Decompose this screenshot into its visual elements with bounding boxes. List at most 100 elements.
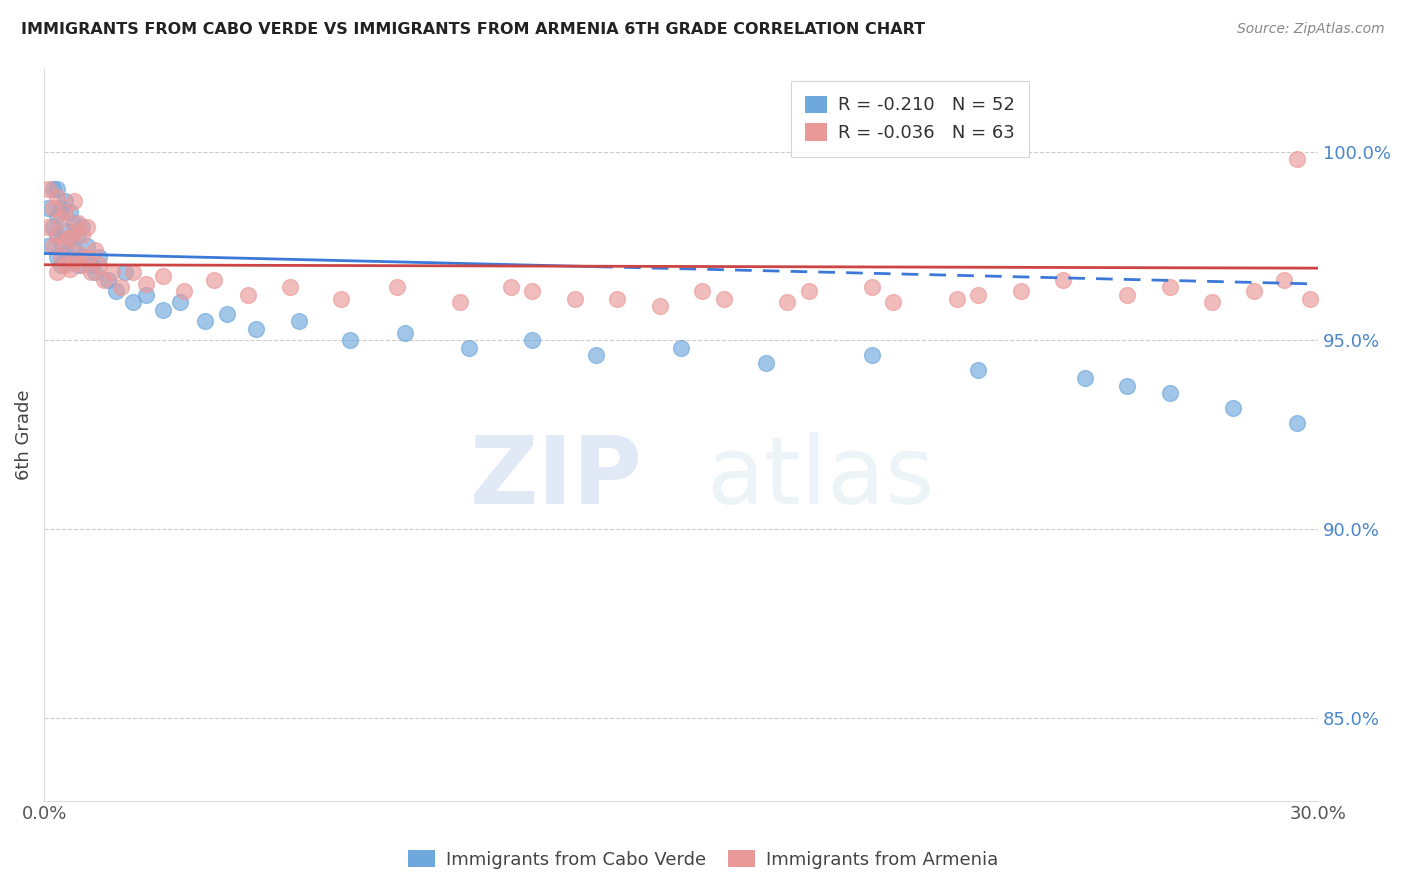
Point bbox=[339, 333, 361, 347]
Point bbox=[152, 303, 174, 318]
Point bbox=[1116, 288, 1139, 302]
Point bbox=[58, 231, 80, 245]
Point bbox=[648, 299, 671, 313]
Point bbox=[63, 254, 86, 268]
Point bbox=[41, 239, 63, 253]
Point bbox=[53, 205, 76, 219]
Point bbox=[135, 277, 157, 291]
Point bbox=[45, 209, 67, 223]
Point bbox=[37, 201, 59, 215]
Point bbox=[63, 194, 86, 208]
Point bbox=[76, 239, 98, 253]
Point bbox=[797, 284, 820, 298]
Point bbox=[67, 216, 90, 230]
Legend: R = -0.210   N = 52, R = -0.036   N = 63: R = -0.210 N = 52, R = -0.036 N = 63 bbox=[790, 81, 1029, 157]
Point bbox=[53, 235, 76, 249]
Text: ZIP: ZIP bbox=[470, 433, 643, 524]
Point bbox=[1073, 371, 1095, 385]
Point bbox=[946, 292, 969, 306]
Point bbox=[84, 243, 107, 257]
Point bbox=[713, 292, 735, 306]
Point bbox=[63, 243, 86, 257]
Point bbox=[49, 250, 72, 264]
Point bbox=[45, 227, 67, 242]
Point bbox=[49, 201, 72, 215]
Text: atlas: atlas bbox=[707, 433, 935, 524]
Point bbox=[1272, 273, 1295, 287]
Point bbox=[564, 292, 586, 306]
Point bbox=[1341, 616, 1364, 631]
Point bbox=[457, 341, 479, 355]
Point bbox=[449, 295, 471, 310]
Point bbox=[76, 220, 98, 235]
Point bbox=[1159, 280, 1181, 294]
Point bbox=[67, 246, 90, 260]
Point bbox=[72, 220, 94, 235]
Point bbox=[522, 333, 544, 347]
Point bbox=[72, 258, 94, 272]
Point bbox=[755, 356, 778, 370]
Point bbox=[58, 231, 80, 245]
Point bbox=[860, 348, 883, 362]
Point bbox=[41, 201, 63, 215]
Point bbox=[522, 284, 544, 298]
Point bbox=[49, 212, 72, 227]
Point bbox=[63, 216, 86, 230]
Point bbox=[967, 288, 990, 302]
Point bbox=[89, 258, 111, 272]
Point bbox=[37, 182, 59, 196]
Point bbox=[63, 224, 86, 238]
Point bbox=[45, 182, 67, 196]
Point bbox=[53, 194, 76, 208]
Point bbox=[1052, 273, 1074, 287]
Point bbox=[1222, 401, 1244, 416]
Point bbox=[45, 265, 67, 279]
Point bbox=[152, 268, 174, 283]
Point bbox=[394, 326, 416, 340]
Point bbox=[385, 280, 408, 294]
Point bbox=[49, 235, 72, 249]
Point bbox=[80, 258, 103, 272]
Point bbox=[236, 288, 259, 302]
Point bbox=[860, 280, 883, 294]
Point bbox=[501, 280, 523, 294]
Point bbox=[72, 227, 94, 242]
Point bbox=[606, 292, 628, 306]
Point bbox=[45, 227, 67, 242]
Point bbox=[135, 288, 157, 302]
Point bbox=[882, 295, 904, 310]
Point bbox=[669, 341, 692, 355]
Point bbox=[53, 246, 76, 260]
Point bbox=[84, 265, 107, 279]
Point bbox=[280, 280, 302, 294]
Point bbox=[41, 220, 63, 235]
Point bbox=[53, 224, 76, 238]
Point bbox=[173, 284, 195, 298]
Point bbox=[37, 239, 59, 253]
Text: Source: ZipAtlas.com: Source: ZipAtlas.com bbox=[1237, 22, 1385, 37]
Point bbox=[105, 284, 128, 298]
Point bbox=[49, 258, 72, 272]
Point bbox=[45, 190, 67, 204]
Point bbox=[288, 314, 311, 328]
Point bbox=[41, 182, 63, 196]
Point bbox=[93, 273, 115, 287]
Text: IMMIGRANTS FROM CABO VERDE VS IMMIGRANTS FROM ARMENIA 6TH GRADE CORRELATION CHAR: IMMIGRANTS FROM CABO VERDE VS IMMIGRANTS… bbox=[21, 22, 925, 37]
Legend: Immigrants from Cabo Verde, Immigrants from Armenia: Immigrants from Cabo Verde, Immigrants f… bbox=[401, 843, 1005, 876]
Point bbox=[58, 254, 80, 268]
Point bbox=[330, 292, 353, 306]
Point bbox=[53, 258, 76, 272]
Point bbox=[585, 348, 607, 362]
Point bbox=[1285, 152, 1308, 166]
Point bbox=[37, 220, 59, 235]
Y-axis label: 6th Grade: 6th Grade bbox=[15, 389, 32, 480]
Point bbox=[1316, 681, 1339, 695]
Point bbox=[101, 265, 124, 279]
Point bbox=[67, 258, 90, 272]
Point bbox=[1201, 295, 1223, 310]
Point bbox=[80, 265, 103, 279]
Point bbox=[45, 250, 67, 264]
Point bbox=[89, 250, 111, 264]
Point bbox=[215, 307, 238, 321]
Point bbox=[245, 322, 267, 336]
